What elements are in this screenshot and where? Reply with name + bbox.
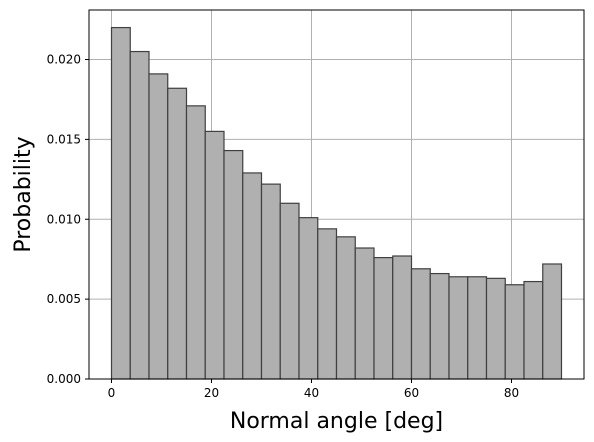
histogram-bar xyxy=(110,26,131,380)
y-axis-ticks: 0.000 0.005 0.010 0.015 0.020 xyxy=(47,53,89,386)
histogram-bar xyxy=(485,277,506,380)
histogram-bar xyxy=(429,272,450,380)
x-axis-ticks: 0 20 40 60 80 xyxy=(108,379,519,400)
x-tick-label: 20 xyxy=(204,386,219,400)
histogram-bar xyxy=(317,228,338,380)
y-tick-label: 0.015 xyxy=(47,132,81,146)
histogram-bar xyxy=(129,50,150,380)
histogram-bars xyxy=(110,26,563,380)
histogram-bar xyxy=(467,276,488,380)
histogram-bar xyxy=(298,217,319,380)
histogram-bar xyxy=(223,149,244,380)
y-axis-label: Probability xyxy=(11,136,36,252)
x-tick-label: 80 xyxy=(504,386,519,400)
x-tick-label: 0 xyxy=(108,386,116,400)
x-axis-label: Normal angle [deg] xyxy=(230,409,443,434)
histogram-bar xyxy=(392,255,413,380)
histogram-bar xyxy=(410,268,431,380)
histogram-bar xyxy=(242,172,263,380)
histogram-bar xyxy=(542,263,563,380)
x-tick-label: 60 xyxy=(404,386,419,400)
histogram-bar xyxy=(204,130,225,380)
y-tick-label: 0.020 xyxy=(47,53,81,67)
y-tick-label: 0.005 xyxy=(47,292,81,306)
histogram-bar xyxy=(448,276,469,380)
plot-frame xyxy=(88,9,585,380)
histogram-bar xyxy=(185,105,206,380)
histogram-bar xyxy=(354,247,375,380)
histogram-bar xyxy=(523,280,544,380)
x-tick-label: 40 xyxy=(304,386,319,400)
y-tick-label: 0.000 xyxy=(47,372,81,386)
y-tick-label: 0.010 xyxy=(47,212,81,226)
histogram-bar xyxy=(260,183,281,380)
histogram-bar xyxy=(148,73,169,380)
histogram-bar xyxy=(373,256,394,380)
histogram-bar xyxy=(167,87,188,380)
histogram-bar xyxy=(279,202,300,380)
histogram-bar xyxy=(335,236,356,380)
histogram-bar xyxy=(504,284,525,380)
